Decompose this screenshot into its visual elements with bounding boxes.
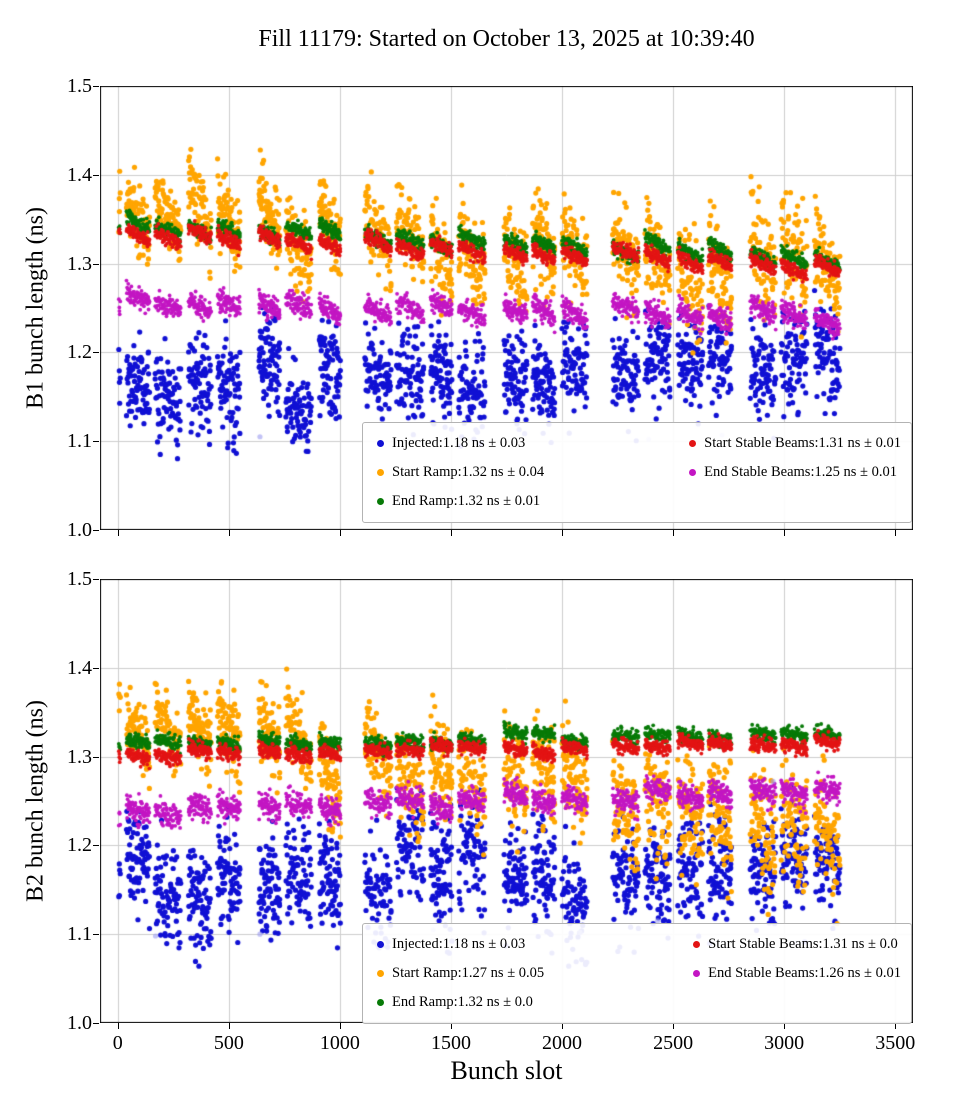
y-tick-label: 1.3 <box>67 745 92 768</box>
legend-marker-end-stable-beams <box>693 970 701 977</box>
x-tick-mark <box>339 530 341 536</box>
legend-item: End Stable Beams:1.26 ns ± 0.01 <box>693 959 901 988</box>
legend-label: End Ramp:1.32 ns ± 0.01 <box>392 493 541 509</box>
legend-item: Start Stable Beams:1.31 ns ± 0.01 <box>689 429 901 458</box>
x-tick-mark <box>673 1023 675 1029</box>
legend-label: End Stable Beams:1.25 ns ± 0.01 <box>704 464 897 480</box>
y-tick-mark <box>93 530 99 531</box>
y-tick-mark <box>93 934 99 936</box>
legend-label: Injected:1.18 ns ± 0.03 <box>392 435 526 451</box>
legend-label: End Ramp:1.32 ns ± 0.0 <box>392 994 533 1010</box>
x-tick-mark <box>895 530 897 536</box>
y-tick-mark <box>93 441 99 443</box>
x-tick-mark <box>784 530 786 536</box>
x-tick-label: 0 <box>112 1032 123 1054</box>
legend-column: Injected:1.18 ns ± 0.03 Start Ramp:1.32 n… <box>377 429 689 516</box>
legend-marker-injected <box>377 440 384 447</box>
y-tick-label: 1.1 <box>67 430 92 453</box>
legend-label: Start Stable Beams:1.31 ns ± 0.0 <box>708 936 898 952</box>
y-tick-label: 1.1 <box>67 923 92 946</box>
legend-marker-start-ramp <box>377 469 384 476</box>
y-tick-mark <box>93 756 99 758</box>
legend-item: Start Ramp:1.27 ns ± 0.05 <box>377 959 693 988</box>
y-tick-label: 1.5 <box>67 75 92 97</box>
legend-column: Start Stable Beams:1.31 ns ± 0.0 End Stab… <box>693 930 901 1017</box>
legend-item: End Ramp:1.32 ns ± 0.0 <box>377 988 693 1017</box>
x-tick-mark <box>450 1023 452 1029</box>
legend-marker-injected <box>377 941 384 948</box>
legend-label: End Stable Beams:1.26 ns ± 0.01 <box>708 965 901 981</box>
legend-marker-start-stable-beams <box>693 941 701 948</box>
x-tick-mark <box>228 1023 230 1029</box>
y-tick-mark <box>93 86 99 87</box>
y-tick-mark <box>93 263 99 265</box>
y-axis-label-b1: B1 bunch length (ns) <box>22 207 49 409</box>
x-tick-mark <box>450 530 452 536</box>
x-axis-label: Bunch slot <box>450 1056 563 1085</box>
y-tick-mark <box>93 667 99 669</box>
x-tick-label: 1000 <box>319 1032 360 1054</box>
x-tick-mark <box>562 530 564 536</box>
x-tick-mark <box>117 1023 119 1029</box>
legend-column: Start Stable Beams:1.31 ns ± 0.01 End Sta… <box>689 429 901 516</box>
subplot-b1: B1 bunch length (ns) 1.0 1.1 1.2 1.3 1.4 1.5 I… <box>23 75 913 541</box>
legend-column: Injected:1.18 ns ± 0.03 Start Ramp:1.27 n… <box>377 930 693 1017</box>
legend: Injected:1.18 ns ± 0.03 Start Ramp:1.27 n… <box>362 923 912 1024</box>
y-tick-label: 1.5 <box>67 568 92 590</box>
x-tick-mark <box>228 530 230 536</box>
x-tick-mark <box>562 1023 564 1029</box>
y-tick-label: 1.2 <box>67 341 92 364</box>
legend-item: Injected:1.18 ns ± 0.03 <box>377 429 689 458</box>
y-tick-label: 1.4 <box>67 656 92 679</box>
legend-item: Injected:1.18 ns ± 0.03 <box>377 930 693 959</box>
y-axis-label-b2: B2 bunch length (ns) <box>22 700 49 902</box>
legend-item: End Stable Beams:1.25 ns ± 0.01 <box>689 458 901 487</box>
legend-item: Start Stable Beams:1.31 ns ± 0.0 <box>693 930 901 959</box>
legend-item: End Ramp:1.32 ns ± 0.01 <box>377 487 689 516</box>
legend-marker-start-ramp <box>377 970 384 977</box>
legend-label: Start Stable Beams:1.31 ns ± 0.01 <box>704 435 901 451</box>
x-tick-label: 500 <box>213 1032 244 1054</box>
legend-marker-end-ramp <box>377 999 384 1006</box>
y-tick-label: 1.2 <box>67 834 92 857</box>
legend: Injected:1.18 ns ± 0.03 Start Ramp:1.32 n… <box>362 422 912 523</box>
y-tick-mark <box>93 1023 99 1024</box>
y-tick-label: 1.0 <box>67 519 92 541</box>
x-tick-label: 3500 <box>875 1032 916 1054</box>
x-tick-label: 2000 <box>542 1032 583 1054</box>
y-tick-mark <box>93 174 99 176</box>
legend-marker-start-stable-beams <box>689 440 697 447</box>
legend-marker-end-stable-beams <box>689 469 697 476</box>
legend-label: Start Ramp:1.32 ns ± 0.04 <box>392 464 545 480</box>
y-tick-mark <box>93 579 99 580</box>
y-tick-label: 1.4 <box>67 163 92 186</box>
legend-item: Start Ramp:1.32 ns ± 0.04 <box>377 458 689 487</box>
y-tick-mark <box>93 352 99 354</box>
subplot-b2: B2 bunch length (ns) 1.0 1.1 1.2 1.3 1.4 1.5 0… <box>23 568 916 1054</box>
x-tick-label: 2500 <box>653 1032 694 1054</box>
x-tick-mark <box>895 1023 897 1029</box>
x-tick-label: 3000 <box>764 1032 805 1054</box>
legend-label: Start Ramp:1.27 ns ± 0.05 <box>392 965 545 981</box>
y-tick-mark <box>93 845 99 847</box>
x-tick-mark <box>673 530 675 536</box>
legend-label: Injected:1.18 ns ± 0.03 <box>392 936 526 952</box>
legend-marker-end-ramp <box>377 498 384 505</box>
y-tick-label: 1.3 <box>67 252 92 275</box>
x-tick-mark <box>117 530 119 536</box>
figure-title: Fill 11179: Started on October 13, 2025 … <box>258 26 755 52</box>
y-tick-label: 1.0 <box>67 1012 92 1034</box>
x-tick-mark <box>784 1023 786 1029</box>
x-tick-mark <box>339 1023 341 1029</box>
x-tick-label: 1500 <box>430 1032 471 1054</box>
